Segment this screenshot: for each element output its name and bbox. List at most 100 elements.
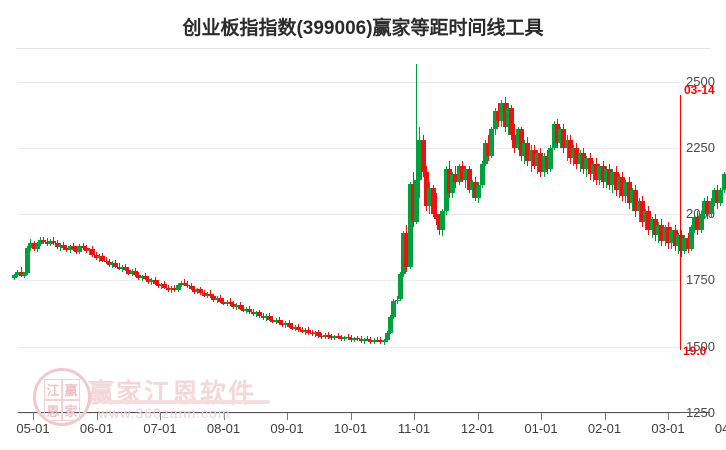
candle-body xyxy=(47,240,53,245)
candlestick xyxy=(561,55,567,413)
candle-body xyxy=(214,297,220,301)
candlestick xyxy=(437,55,443,413)
candle-body xyxy=(718,190,724,204)
candle-body xyxy=(495,110,501,122)
candlestick xyxy=(211,55,217,413)
candle-body xyxy=(325,335,331,338)
candle-body xyxy=(695,216,701,230)
candle-wick xyxy=(347,333,349,340)
candle-body xyxy=(208,293,214,297)
candle-body xyxy=(459,166,465,180)
candle-wick xyxy=(89,247,91,255)
candlestick xyxy=(518,55,524,413)
candle-body xyxy=(420,139,426,172)
candle-body xyxy=(404,233,410,268)
candle-body xyxy=(646,211,652,231)
candlestick xyxy=(34,55,40,413)
candle-body xyxy=(293,326,299,329)
candle-body xyxy=(57,244,63,247)
seal-char-0: 江 xyxy=(44,379,62,400)
candle-body xyxy=(397,273,403,300)
candle-body xyxy=(427,187,433,207)
candle-wick xyxy=(566,134,568,162)
candlestick xyxy=(440,55,446,413)
candlestick xyxy=(119,55,125,413)
candle-body xyxy=(309,333,315,335)
candlestick xyxy=(25,55,31,413)
candle-body xyxy=(512,134,518,148)
candle-body xyxy=(21,272,27,276)
candle-body xyxy=(339,337,344,340)
candlestick xyxy=(456,55,462,413)
candle-body xyxy=(410,184,416,223)
candle-wick xyxy=(367,336,369,342)
gridline xyxy=(18,81,680,83)
candlestick xyxy=(237,55,243,413)
candle-body xyxy=(374,339,380,341)
candlestick xyxy=(633,55,639,413)
candle-body xyxy=(541,155,547,172)
candlestick xyxy=(139,55,145,413)
candle-wick xyxy=(376,336,378,342)
candle-body xyxy=(669,230,675,244)
candlestick xyxy=(51,55,57,413)
cursor-vertical-line[interactable] xyxy=(680,95,681,350)
candle-body xyxy=(155,283,161,287)
candlestick xyxy=(83,55,89,413)
candlestick xyxy=(90,55,96,413)
candlestick xyxy=(234,55,240,413)
candle-body xyxy=(38,240,44,244)
candle-body xyxy=(688,227,694,249)
candle-body xyxy=(41,240,47,242)
candle-body xyxy=(450,174,456,193)
candlestick xyxy=(499,55,505,413)
candlestick xyxy=(410,55,416,413)
candle-body xyxy=(368,339,374,342)
candlestick xyxy=(682,55,688,413)
candlestick xyxy=(41,55,47,413)
candle-body xyxy=(240,308,246,311)
candle-body xyxy=(162,284,168,288)
candle-body xyxy=(28,243,34,249)
candle-body xyxy=(724,174,726,188)
candle-body xyxy=(571,147,577,159)
candlestick xyxy=(427,55,433,413)
candlestick xyxy=(185,55,191,413)
candlestick xyxy=(280,55,286,413)
candle-body xyxy=(267,315,273,320)
candlestick xyxy=(443,55,449,413)
candlestick xyxy=(103,55,109,413)
candlestick xyxy=(365,55,371,413)
candle-body xyxy=(590,163,596,175)
x-axis-tick xyxy=(160,413,161,420)
candle-body xyxy=(100,256,106,261)
candlestick xyxy=(110,55,116,413)
candlestick xyxy=(397,55,403,413)
candle-body xyxy=(711,190,717,201)
candle-body xyxy=(649,219,655,230)
candle-body xyxy=(443,169,449,212)
candle-body xyxy=(316,332,322,337)
x-axis-tick xyxy=(668,413,669,420)
candlestick xyxy=(652,55,658,413)
x-axis-label: 01-01 xyxy=(524,421,558,436)
candlestick xyxy=(240,55,246,413)
candlestick xyxy=(401,55,407,413)
candlestick xyxy=(358,55,364,413)
candle-body xyxy=(626,182,632,204)
candlestick xyxy=(270,55,276,413)
candle-body xyxy=(580,153,586,170)
x-axis-tick xyxy=(33,413,34,420)
candlestick xyxy=(355,55,361,413)
x-axis-tick xyxy=(223,413,225,420)
candle-body xyxy=(70,246,76,250)
candle-body xyxy=(106,262,112,265)
candle-body xyxy=(250,312,256,315)
candle-body xyxy=(319,336,325,338)
x-axis-label: 10-01 xyxy=(333,421,368,436)
candlestick xyxy=(607,55,613,413)
candle-body xyxy=(698,214,704,231)
candlestick xyxy=(388,55,394,413)
